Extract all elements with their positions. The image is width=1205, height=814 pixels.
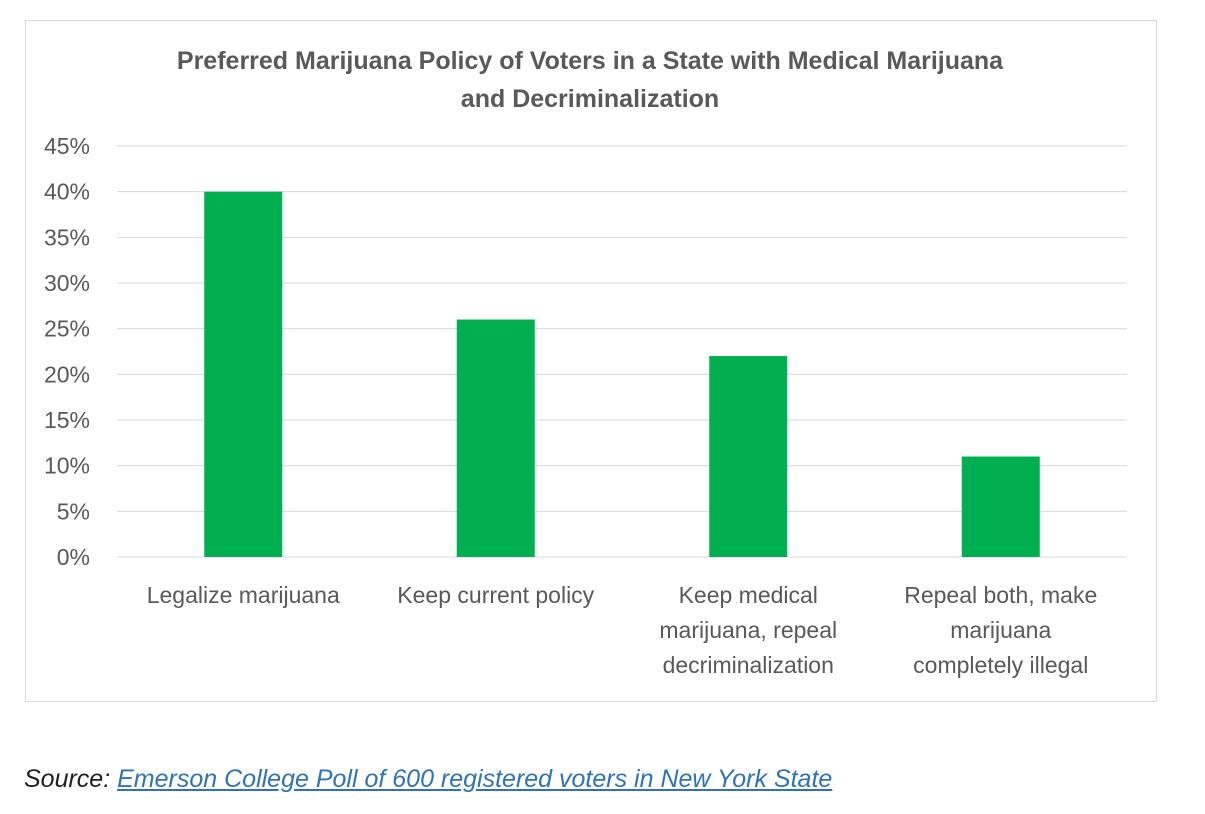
chart-title-line-1: Preferred Marijuana Policy of Voters in …: [176, 47, 1004, 75]
y-tick-label: 40%: [44, 179, 90, 205]
bar: [961, 456, 1040, 557]
source-line: Source: Emerson College Poll of 600 regi…: [24, 765, 832, 794]
y-tick-label: 0%: [57, 544, 90, 570]
y-tick-label: 30%: [44, 270, 90, 296]
y-tick-label: 5%: [57, 498, 90, 524]
chart-title-line-2: and Decriminalization: [460, 85, 720, 113]
x-category-label-line: Keep medical: [679, 582, 818, 608]
bar: [204, 191, 283, 557]
x-category-label: Keep current policy: [397, 582, 594, 608]
x-category-label-line: Legalize marijuana: [147, 582, 340, 608]
x-category-label-line: Keep current policy: [397, 582, 594, 608]
x-category-label: Keep medical marijuana, repeal decriminali…: [659, 582, 837, 678]
x-category-label-line: decriminalization: [663, 652, 834, 678]
y-tick-label: 20%: [44, 361, 90, 387]
y-tick-label: 25%: [44, 316, 90, 342]
x-category-label: Repeal both, make marijuana completely ill…: [904, 582, 1097, 678]
x-category-label-line: completely illegal: [913, 652, 1088, 678]
y-tick-label: 45%: [44, 133, 90, 159]
y-tick-label: 10%: [44, 453, 90, 479]
source-link[interactable]: Emerson College Poll of 600 registered v…: [117, 765, 833, 793]
chart-title: Preferred Marijuana Policy of Voters in …: [25, 42, 1155, 118]
bar: [709, 356, 788, 557]
x-category-label-line: Repeal both, make: [904, 582, 1097, 608]
x-category-label-line: marijuana, repeal: [659, 617, 837, 643]
source-label: Source:: [24, 765, 111, 793]
x-category-label: Legalize marijuana: [147, 582, 340, 608]
x-category-label-line: marijuana: [950, 617, 1051, 643]
bar: [456, 319, 535, 557]
y-tick-label: 35%: [44, 224, 90, 250]
y-tick-label: 15%: [44, 407, 90, 433]
